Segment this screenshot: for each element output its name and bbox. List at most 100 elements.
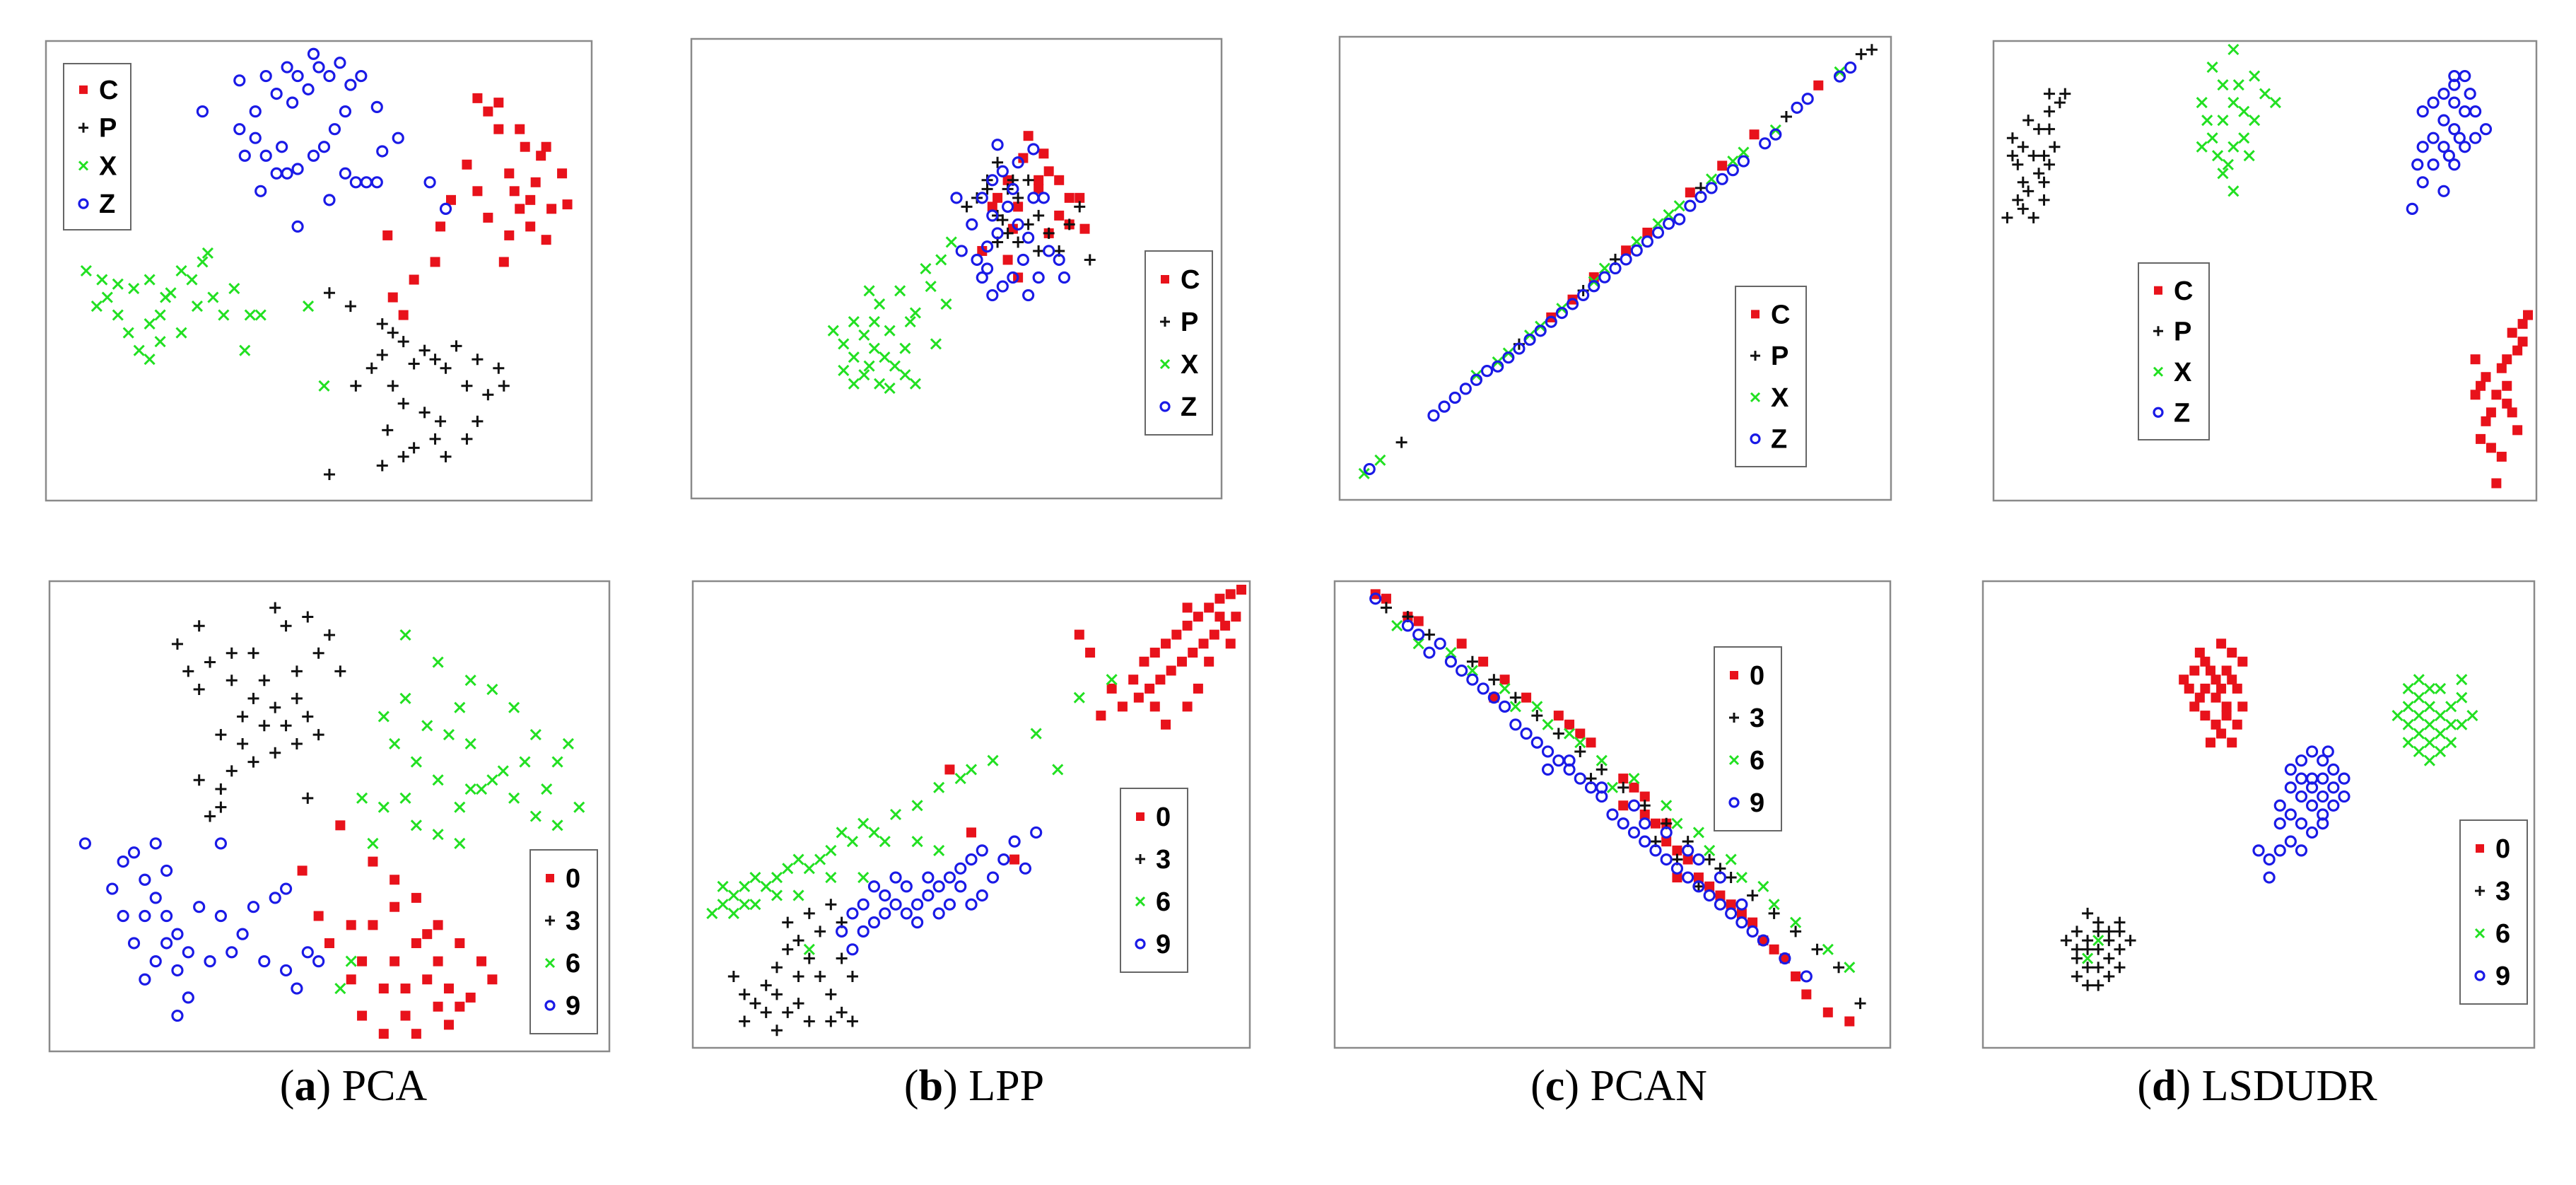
data-point-3	[182, 665, 194, 677]
data-point-6	[814, 853, 826, 865]
data-point-9	[2306, 772, 2319, 785]
data-point-0	[1161, 638, 1171, 649]
data-point-C	[1002, 255, 1013, 265]
data-point-Z	[2448, 158, 2461, 171]
data-point-P	[387, 380, 399, 392]
data-point-3	[739, 988, 751, 1000]
data-point-6	[356, 792, 368, 804]
data-point-9	[1639, 835, 1651, 848]
data-point-C	[493, 98, 504, 108]
data-point-Z	[1833, 70, 1846, 83]
data-point-C	[546, 204, 557, 214]
data-point-3	[749, 998, 761, 1010]
data-point-3	[2082, 962, 2094, 974]
data-point-6	[2456, 674, 2468, 686]
data-point-Z	[312, 61, 325, 74]
data-point-9	[214, 909, 227, 923]
data-point-9	[976, 889, 988, 902]
data-point-Z	[955, 245, 968, 257]
legend-label-3: 3	[566, 906, 580, 936]
data-point-Z	[323, 69, 336, 83]
data-point-9	[1682, 844, 1694, 857]
data-point-6	[551, 819, 563, 831]
data-point-P	[2012, 194, 2024, 206]
data-point-X	[838, 338, 850, 350]
data-point-P	[1395, 436, 1407, 448]
data-point-Z	[1027, 143, 1040, 156]
legend-marker-C	[2154, 286, 2162, 295]
legend-marker-X	[1159, 358, 1171, 370]
legend-label-3: 3	[1750, 704, 1764, 733]
data-point-3	[215, 729, 227, 741]
data-point-X	[2227, 97, 2240, 109]
data-point-0	[2232, 719, 2242, 730]
data-point-0	[2194, 648, 2205, 658]
data-point-C	[2476, 433, 2486, 444]
data-point-X	[2206, 132, 2218, 144]
data-point-6	[389, 737, 401, 750]
data-point-3	[739, 1015, 751, 1027]
plot-frame	[45, 40, 593, 502]
data-point-6	[1466, 665, 1478, 677]
data-point-6	[410, 819, 422, 831]
data-point-6	[760, 880, 772, 892]
data-point-0	[400, 983, 411, 994]
data-point-0	[1144, 683, 1155, 694]
data-point-6	[1844, 962, 1856, 974]
data-point-9	[922, 871, 935, 884]
data-point-0	[422, 929, 433, 940]
data-point-9	[2273, 817, 2286, 830]
data-point-9	[1682, 871, 1694, 884]
data-point-9	[182, 991, 194, 1004]
data-point-X	[904, 316, 916, 328]
data-point-X	[1374, 454, 1386, 466]
data-point-9	[2327, 781, 2340, 794]
data-point-9	[127, 846, 141, 859]
data-point-Z	[2437, 141, 2450, 153]
data-point-C	[509, 186, 520, 197]
data-point-3	[291, 692, 303, 704]
data-point-9	[2284, 781, 2297, 794]
data-point-Z	[307, 149, 320, 162]
data-point-0	[1188, 648, 1198, 658]
data-point-X	[1652, 218, 1664, 230]
data-point-X	[197, 256, 209, 268]
data-point-C	[1013, 202, 1024, 212]
data-point-3	[846, 970, 858, 982]
data-point-3	[302, 792, 314, 804]
data-point-9	[1412, 628, 1425, 641]
data-point-6	[519, 756, 531, 768]
data-point-0	[1629, 782, 1639, 793]
data-point-X	[144, 354, 156, 366]
data-point-3	[2092, 916, 2104, 928]
data-point-3	[204, 656, 216, 668]
legend-marker-9	[1728, 797, 1740, 808]
data-point-6	[2445, 701, 2457, 713]
data-point-3	[1833, 962, 1845, 974]
data-point-6	[965, 764, 978, 776]
data-point-C	[398, 310, 409, 320]
data-point-0	[1220, 620, 1231, 631]
data-point-C	[382, 230, 393, 240]
data-point-0	[297, 865, 308, 876]
data-point-9	[900, 907, 913, 920]
data-point-6	[954, 773, 966, 785]
data-point-Z	[986, 174, 999, 187]
data-point-6	[334, 983, 346, 995]
data-point-6	[399, 692, 411, 704]
data-point-Z	[950, 192, 963, 204]
data-point-6	[454, 801, 466, 813]
data-point-0	[2221, 711, 2232, 721]
data-point-6	[911, 800, 923, 812]
data-point-C	[557, 168, 568, 179]
legend-label-0: 0	[2495, 834, 2510, 864]
data-point-X	[2232, 79, 2244, 91]
data-point-6	[486, 683, 498, 696]
data-point-3	[1574, 745, 1586, 757]
legend-marker-9	[1135, 938, 1146, 950]
data-point-P	[1002, 227, 1014, 239]
data-point-X	[80, 264, 92, 277]
data-point-X	[2211, 150, 2224, 162]
data-point-3	[727, 970, 739, 982]
